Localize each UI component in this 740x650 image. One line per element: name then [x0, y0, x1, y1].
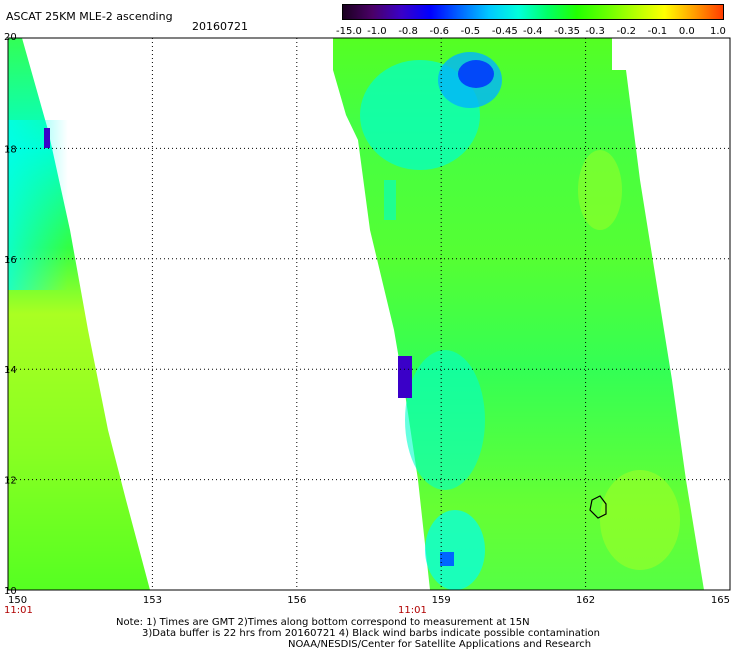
longitude-tick-label: 165 — [711, 595, 730, 606]
longitude-tick-label: 150 — [8, 595, 27, 606]
colorbar-label: -0.3 — [585, 26, 605, 37]
colorbar-label: -0.1 — [647, 26, 668, 37]
map-gridlines — [8, 38, 730, 590]
right-swath-blue-core — [458, 60, 494, 88]
latitude-tick-label: 16 — [4, 255, 17, 266]
latitude-tick-label: 12 — [4, 476, 17, 487]
colorbar-label: 1.0 — [710, 26, 726, 37]
longitude-tick-label: 156 — [287, 595, 306, 606]
colorbar-label: -0.2 — [616, 26, 637, 37]
contamination-contour — [589, 495, 607, 519]
latitude-tick-label: 20 — [4, 32, 17, 43]
right-swath-cyan-region — [384, 180, 396, 220]
right-swath-lime-region — [600, 470, 680, 570]
colorbar-label: -0.4 — [523, 26, 543, 37]
colorbar-label: -0.35 — [554, 26, 581, 37]
longitude-tick-label: 162 — [576, 595, 595, 606]
note-line-2: 3)Data buffer is 22 hrs from 20160721 4)… — [142, 628, 600, 639]
colorbar — [342, 4, 724, 20]
colorbar-label: -1.0 — [367, 26, 387, 37]
swath-time-label: 11:01 — [398, 605, 427, 616]
note-line-1: Note: 1) Times are GMT 2)Times along bot… — [116, 617, 530, 628]
left-swath-blue-patch — [44, 128, 50, 148]
right-swath-blue-patch — [440, 552, 454, 566]
axis-labels: 150 153 156 159 162 165 10 12 14 16 18 20 11:01 11:01 — [4, 32, 730, 616]
colorbar-label: -0.6 — [429, 26, 450, 37]
map-date: 20160721 — [192, 20, 248, 33]
right-swath-cyan-region — [425, 510, 485, 590]
latitude-tick-label: 10 — [4, 586, 17, 597]
longitude-tick-label: 153 — [143, 595, 162, 606]
latitude-tick-label: 18 — [4, 144, 17, 155]
right-swath-cyan-region — [405, 350, 485, 490]
swath-time-label: 11:01 — [4, 605, 33, 616]
map-frame — [7, 37, 731, 591]
map-title: ASCAT 25KM MLE-2 ascending — [6, 10, 173, 23]
colorbar-label: 0.0 — [678, 26, 695, 37]
longitude-tick-label: 159 — [432, 595, 451, 606]
colorbar-label: -0.5 — [460, 26, 481, 37]
right-swath-blue-patch — [398, 356, 412, 398]
colorbar-label: -15.0 — [336, 26, 362, 37]
right-swath-lime-region — [578, 150, 622, 230]
colorbar-label: -0.45 — [491, 26, 518, 37]
left-swath-cyan-band — [8, 120, 68, 290]
note-line-3: NOAA/NESDIS/Center for Satellite Applica… — [288, 639, 592, 650]
latitude-tick-label: 14 — [4, 365, 17, 376]
colorbar-label: -0.8 — [398, 26, 418, 37]
